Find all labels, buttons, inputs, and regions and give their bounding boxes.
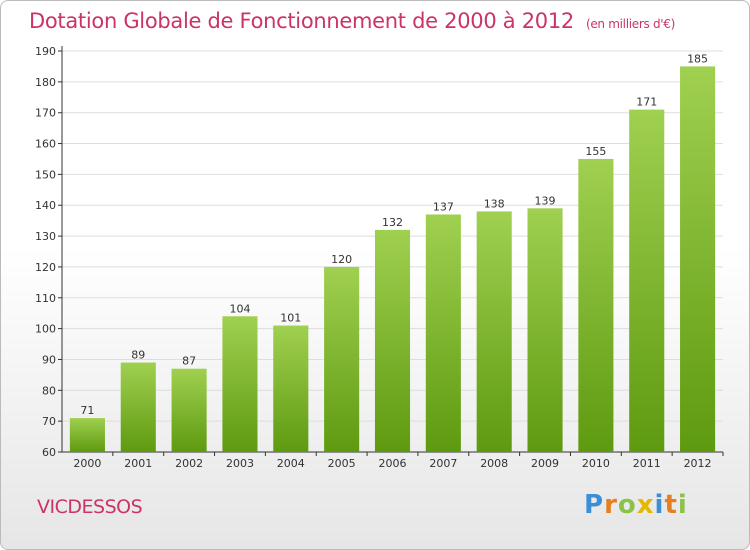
chart-title: Dotation Globale de Fonctionnement de 20… (29, 9, 675, 33)
bar (273, 325, 309, 452)
bar (476, 211, 512, 452)
proxiti-logo: Proxiti (584, 490, 688, 520)
chart-title-text: Dotation Globale de Fonctionnement de 20… (29, 9, 574, 33)
data-label: 185 (687, 52, 708, 65)
x-tick-label: 2008 (480, 457, 508, 470)
data-label: 104 (229, 302, 250, 315)
data-label: 155 (585, 145, 606, 158)
bar (324, 266, 360, 452)
y-tick-label: 60 (42, 446, 56, 459)
data-label: 89 (131, 349, 145, 362)
data-label: 171 (636, 96, 657, 109)
bar (425, 214, 461, 452)
x-tick-label: 2004 (277, 457, 305, 470)
chart-subtitle: (en milliers d'€) (585, 17, 675, 31)
x-tick-label: 2005 (328, 457, 356, 470)
data-label: 138 (484, 197, 505, 210)
bar (629, 109, 665, 452)
data-label: 71 (80, 404, 94, 417)
y-tick-label: 150 (35, 168, 56, 181)
x-tick-label: 2003 (226, 457, 254, 470)
x-tick-label: 2010 (582, 457, 610, 470)
bar (680, 66, 716, 452)
x-tick-label: 2000 (73, 457, 101, 470)
y-tick-label: 130 (35, 230, 56, 243)
y-tick-label: 170 (35, 107, 56, 120)
commune-name: VICDESSOS (37, 496, 143, 518)
x-tick-label: 2007 (429, 457, 457, 470)
bar (69, 418, 105, 452)
data-label: 120 (331, 253, 352, 266)
bar (222, 316, 258, 452)
y-tick-label: 140 (35, 199, 56, 212)
y-tick-label: 100 (35, 323, 56, 336)
x-tick-label: 2001 (124, 457, 152, 470)
x-tick-label: 2006 (379, 457, 407, 470)
y-tick-label: 80 (42, 384, 56, 397)
data-label: 139 (535, 194, 556, 207)
y-tick-label: 180 (35, 76, 56, 89)
bar (578, 158, 614, 452)
x-tick-label: 2011 (633, 457, 661, 470)
x-tick-label: 2012 (684, 457, 712, 470)
data-label: 87 (182, 355, 196, 368)
x-tick-label: 2002 (175, 457, 203, 470)
y-tick-label: 160 (35, 138, 56, 151)
y-tick-label: 190 (35, 45, 56, 58)
data-label: 132 (382, 216, 403, 229)
x-tick-label: 2009 (531, 457, 559, 470)
data-label: 137 (433, 200, 454, 213)
y-tick-label: 70 (42, 415, 56, 428)
y-tick-label: 110 (35, 292, 56, 305)
bar (120, 362, 156, 452)
bar (527, 208, 563, 452)
bar (171, 368, 207, 452)
y-tick-label: 90 (42, 353, 56, 366)
y-tick-label: 120 (35, 261, 56, 274)
data-label: 101 (280, 312, 301, 325)
bar (374, 229, 411, 452)
